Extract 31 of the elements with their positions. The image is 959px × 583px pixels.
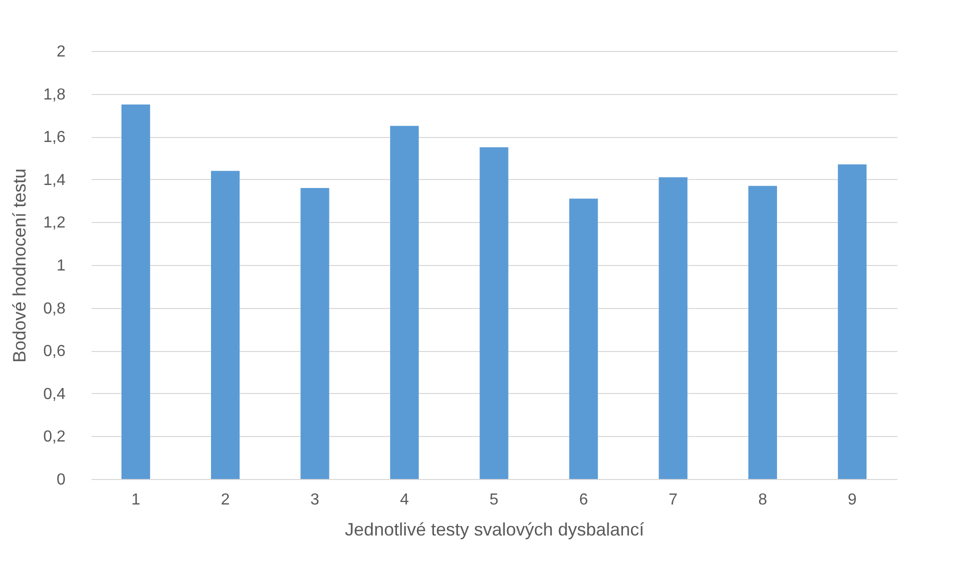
bar [480, 147, 508, 479]
x-axis-title: Jednotlivé testy svalových dysbalancí [344, 520, 644, 540]
x-tick-label: 8 [758, 492, 768, 508]
y-tick-label: 0,6 [43, 343, 66, 360]
x-tick-label: 6 [579, 492, 588, 508]
x-tick-label: 1 [131, 492, 140, 508]
bar [121, 104, 150, 479]
y-tick-label: 2 [56, 44, 66, 60]
y-tick-label: 0,4 [43, 386, 66, 403]
bar [838, 164, 867, 479]
bar [211, 170, 240, 479]
bar [658, 177, 688, 479]
y-tick-label: 1,8 [43, 86, 66, 104]
y-tick-label: 1,2 [43, 214, 66, 232]
x-tick-label: 7 [668, 492, 678, 508]
y-axis-title: Bodové hodnocení testu [9, 168, 30, 363]
bar [300, 188, 330, 479]
y-tick-label: 1 [56, 258, 66, 274]
x-tick-label: 5 [490, 492, 499, 508]
x-tick-label: 2 [220, 492, 230, 508]
y-tick-label: 0,2 [43, 428, 66, 446]
y-tick-label: 1,6 [43, 129, 66, 146]
bar [390, 126, 419, 479]
bar [569, 198, 598, 479]
bar [748, 186, 777, 479]
x-tick-label: 9 [848, 492, 857, 508]
x-tick-label: 3 [310, 492, 320, 508]
y-tick-label: 0,8 [43, 300, 66, 318]
y-tick-label: 1,4 [43, 172, 66, 189]
y-tick-label: 0 [56, 472, 66, 488]
x-tick-label: 4 [400, 492, 409, 508]
